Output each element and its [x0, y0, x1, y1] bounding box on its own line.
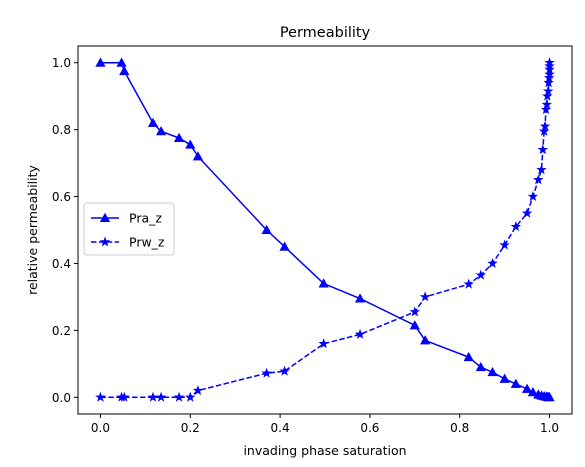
data-point-prw-z — [419, 291, 431, 302]
data-point-pra-z — [527, 387, 539, 397]
data-point-pra-z — [354, 293, 366, 303]
y-axis-label: relative permeability — [25, 164, 40, 294]
data-point-prw-z — [185, 391, 196, 402]
y-tick-label: 0.0 — [52, 391, 71, 405]
data-point-prw-z — [544, 57, 555, 68]
plot-area: 0.0 0.2 0.4 0.6 0.8 1.0 0.0 0.2 0.4 0.6 0.8 1.0 — [52, 45, 573, 435]
data-point-prw-z — [544, 68, 555, 79]
data-point-prw-z — [279, 365, 290, 376]
data-point-prw-z — [510, 221, 522, 232]
data-point-pra-z — [95, 57, 106, 67]
legend-marker-prw-z — [99, 236, 111, 247]
data-point-pra-z — [192, 151, 204, 161]
data-point-prw-z — [95, 391, 106, 402]
data-point-prw-z — [155, 391, 167, 402]
data-point-pra-z — [119, 65, 130, 76]
data-point-prw-z — [173, 391, 185, 402]
legend: Pra_z Prw_z — [83, 202, 175, 256]
data-point-pra-z — [499, 373, 510, 383]
data-point-pra-z — [147, 117, 159, 127]
data-point-prw-z — [475, 269, 487, 280]
x-tick-label: 1.0 — [540, 421, 559, 435]
y-tick-label: 0.6 — [52, 190, 71, 204]
data-point-pra-z — [487, 366, 498, 377]
data-point-pra-z — [173, 132, 185, 142]
data-point-prw-z — [542, 85, 554, 96]
data-point-prw-z — [533, 174, 544, 185]
data-point-pra-z — [521, 383, 533, 393]
data-point-prw-z — [544, 60, 555, 71]
data-point-pra-z — [279, 241, 290, 251]
data-point-prw-z — [487, 257, 498, 268]
data-point-prw-z — [261, 367, 272, 378]
data-point-pra-z — [116, 57, 127, 67]
y-tick-label: 0.8 — [52, 123, 71, 137]
data-point-prw-z — [536, 164, 547, 175]
data-point-pra-z — [318, 278, 329, 288]
data-point-prw-z — [119, 391, 130, 402]
data-point-prw-z — [544, 63, 555, 74]
legend-label-pra-z: Pra_z — [129, 211, 162, 226]
x-tick-label: 0.0 — [91, 421, 110, 435]
legend-label-prw-z: Prw_z — [129, 235, 165, 250]
data-point-pra-z — [463, 351, 474, 362]
data-point-pra-z — [409, 320, 420, 330]
data-point-pra-z — [544, 392, 555, 402]
x-tick-label: 0.4 — [271, 421, 290, 435]
data-point-prw-z — [541, 99, 553, 109]
legend-marker-pra-z — [99, 212, 111, 222]
data-point-prw-z — [463, 278, 474, 289]
x-tick-label: 0.2 — [181, 421, 200, 435]
data-point-pra-z — [261, 224, 272, 234]
data-point-prw-z — [409, 306, 421, 317]
data-point-prw-z — [543, 72, 555, 83]
x-axis-label: invading phase saturation — [243, 443, 406, 458]
data-point-prw-z — [521, 207, 533, 218]
y-tick-label: 0.2 — [52, 324, 71, 338]
data-point-prw-z — [192, 385, 204, 396]
data-point-prw-z — [539, 120, 551, 131]
x-tick-label: 0.8 — [450, 421, 469, 435]
x-tick-label: 0.6 — [360, 421, 379, 435]
data-point-pra-z — [475, 361, 486, 372]
chart-title: Permeability — [280, 25, 371, 41]
data-point-pra-z — [420, 335, 431, 345]
y-tick-label: 0.4 — [52, 257, 71, 271]
data-point-prw-z — [318, 338, 329, 349]
data-point-prw-z — [537, 144, 549, 155]
y-tick-label: 1.0 — [52, 56, 71, 70]
data-point-pra-z — [510, 378, 521, 388]
data-point-prw-z — [499, 239, 510, 250]
data-point-pra-z — [155, 126, 167, 136]
axes-frame — [77, 45, 573, 415]
data-point-prw-z — [354, 328, 366, 339]
data-point-prw-z — [527, 191, 539, 201]
data-point-pra-z — [185, 139, 196, 149]
